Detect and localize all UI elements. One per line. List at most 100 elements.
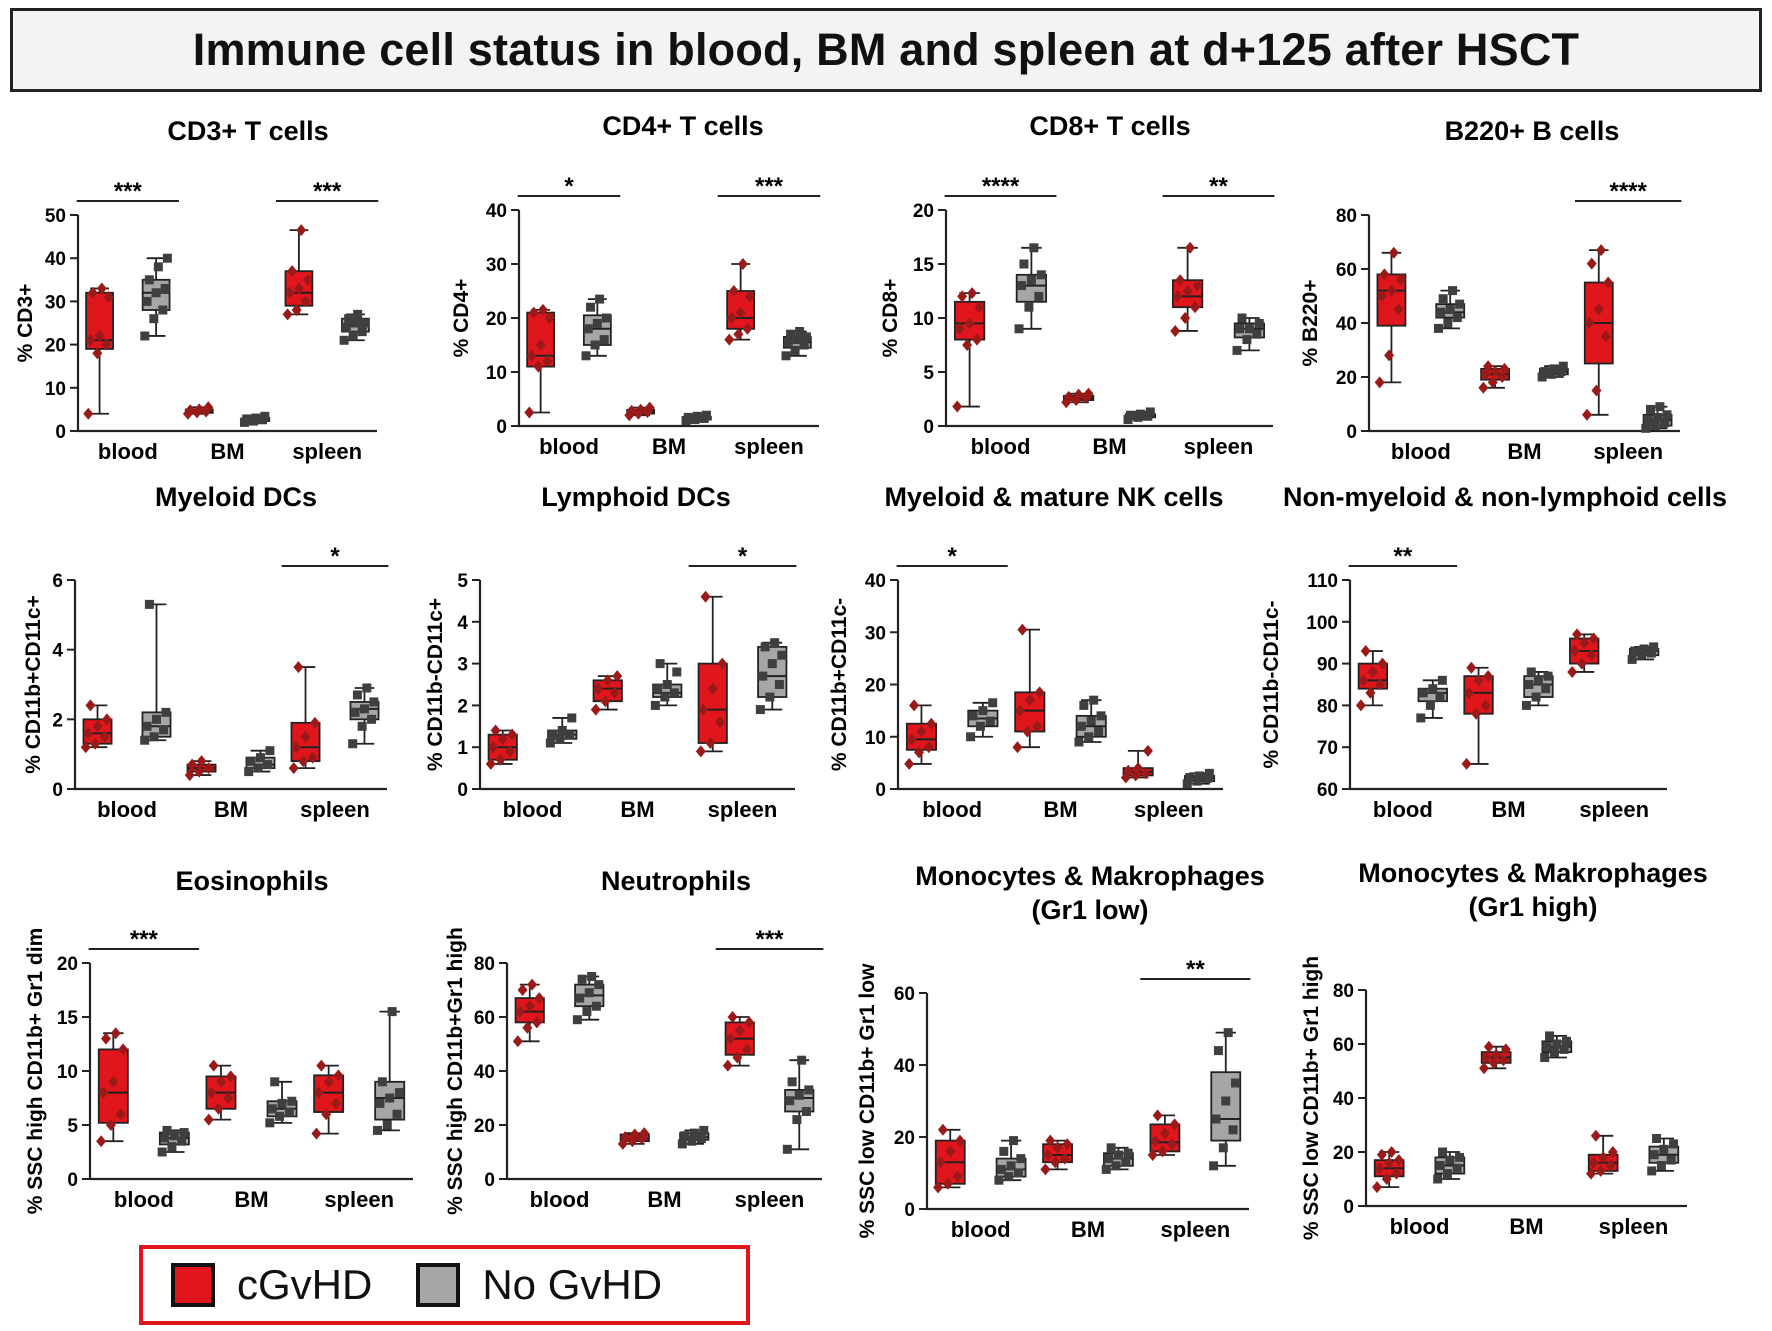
data-point: [1235, 324, 1245, 334]
data-point: [542, 355, 553, 368]
data-point: [515, 1005, 526, 1018]
data-point: [966, 732, 976, 742]
box-cgvhd-BM: [1461, 661, 1494, 770]
data-point: [1481, 1051, 1492, 1064]
data-point: [1425, 700, 1435, 710]
data-point: [1526, 667, 1536, 677]
data-point: [1483, 360, 1494, 373]
data-point: [1543, 671, 1553, 681]
box-no-gvhd-BM: [1123, 407, 1157, 425]
data-point: [677, 1139, 687, 1149]
data-point: [774, 680, 784, 689]
data-point: [1588, 1156, 1599, 1169]
data-point: [1490, 365, 1501, 378]
data-point: [1435, 1161, 1445, 1170]
data-point: [595, 294, 605, 304]
data-point: [1433, 1174, 1443, 1184]
box-cgvhd-spleen: [282, 224, 314, 321]
box-cgvhd-blood: [1355, 645, 1389, 712]
data-point: [1531, 692, 1541, 702]
data-point: [557, 725, 567, 735]
significance-label: ***: [755, 173, 784, 200]
y-tick-label: 60: [474, 1008, 495, 1029]
data-point: [1190, 301, 1201, 314]
chart-title: Myeloid DCs: [155, 482, 317, 512]
box-cgvhd-blood: [952, 287, 986, 413]
x-tick-label: BM: [1507, 439, 1541, 464]
data-point: [161, 707, 171, 717]
data-point: [1192, 776, 1202, 786]
y-tick-label: 20: [913, 201, 934, 222]
box-cgvhd-blood: [80, 699, 113, 754]
y-tick-label: 10: [57, 1062, 78, 1083]
data-point: [1540, 1053, 1550, 1062]
data-point: [1627, 654, 1637, 664]
data-point: [1211, 1114, 1221, 1124]
data-point: [265, 1118, 275, 1128]
y-tick-label: 20: [486, 309, 507, 330]
data-point: [1024, 302, 1034, 312]
legend-item-no-gvhd: No GvHD: [416, 1261, 662, 1309]
data-point: [1637, 650, 1647, 660]
data-point: [1586, 257, 1597, 270]
data-point: [722, 1059, 733, 1072]
data-point: [1076, 721, 1086, 731]
significance-label: *: [564, 173, 574, 200]
data-point: [1600, 330, 1611, 343]
data-point: [1185, 241, 1196, 254]
data-point: [635, 403, 646, 416]
data-point: [265, 746, 275, 756]
legend: cGvHD No GvHD: [139, 1245, 750, 1325]
data-point: [162, 253, 172, 263]
data-point: [1491, 1048, 1502, 1061]
data-point: [957, 290, 968, 303]
data-point: [1598, 1151, 1609, 1164]
x-tick-label: BM: [1071, 1217, 1105, 1242]
box-no-gvhd-spleen: [1232, 313, 1266, 355]
data-point: [1180, 312, 1191, 324]
data-point: [1445, 305, 1455, 314]
data-point: [169, 1131, 179, 1141]
data-point: [994, 1175, 1004, 1185]
data-point: [1013, 1168, 1023, 1178]
data-point: [270, 1077, 280, 1087]
data-point: [1452, 1163, 1462, 1173]
data-point: [1133, 762, 1144, 775]
data-point: [1455, 299, 1465, 309]
data-point: [162, 1125, 172, 1135]
y-tick-label: 30: [865, 623, 886, 644]
data-point: [313, 1086, 324, 1099]
data-point: [555, 734, 565, 744]
data-point: [1157, 1145, 1168, 1158]
data-point: [83, 727, 94, 740]
data-point: [1547, 369, 1557, 379]
y-axis-label: % CD11b+CD11c-: [828, 598, 851, 771]
box-cgvhd-spleen: [288, 661, 321, 775]
data-point: [1142, 744, 1153, 757]
data-point: [344, 314, 354, 324]
y-tick-label: 80: [1317, 696, 1338, 717]
data-point: [208, 1059, 219, 1072]
data-point: [1381, 1173, 1392, 1185]
data-point: [527, 978, 538, 991]
data-point: [392, 1109, 402, 1119]
data-point: [629, 1128, 640, 1141]
data-point: [1040, 1163, 1051, 1176]
data-point: [1126, 410, 1136, 420]
data-point: [382, 1120, 392, 1130]
data-point: [1169, 1118, 1180, 1131]
data-point: [735, 306, 746, 319]
box-no-gvhd-blood: [140, 599, 172, 745]
data-point: [1006, 1161, 1016, 1171]
y-tick-label: 60: [1333, 1035, 1354, 1056]
y-tick-label: 90: [1317, 655, 1338, 676]
data-point: [1649, 1150, 1659, 1160]
data-point: [954, 1134, 965, 1147]
data-point: [369, 697, 379, 707]
y-tick-label: 6: [52, 571, 63, 592]
data-point: [531, 1016, 542, 1029]
box-cgvhd-spleen: [1582, 244, 1614, 421]
y-tick-label: 2: [457, 696, 468, 717]
y-tick-label: 50: [45, 206, 66, 227]
data-point: [1159, 1127, 1170, 1140]
